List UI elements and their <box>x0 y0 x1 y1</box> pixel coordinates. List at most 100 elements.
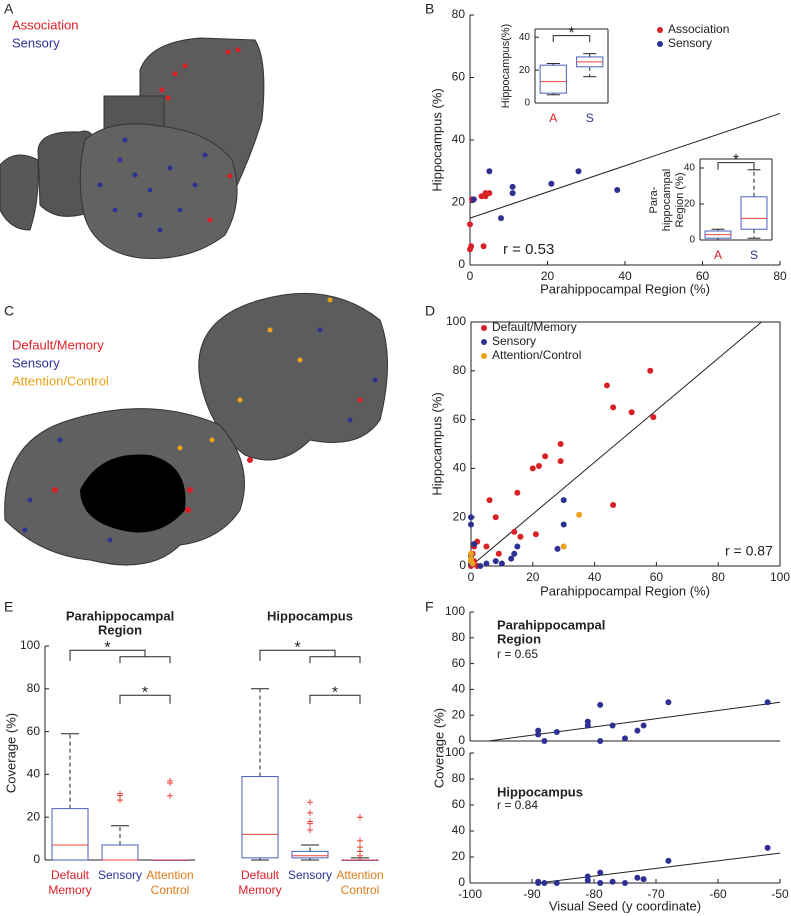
y-tick-label: 40 <box>684 163 696 174</box>
point <box>548 180 555 187</box>
chart-title: Hippocampus <box>267 608 353 623</box>
point <box>535 731 542 738</box>
fit-line <box>470 321 762 567</box>
outlier <box>307 809 313 816</box>
point <box>665 857 672 864</box>
x-tick-label: Control <box>151 883 190 897</box>
point <box>483 560 490 567</box>
significance-marker: * <box>568 25 574 42</box>
point <box>482 193 489 200</box>
panel-label: E <box>4 599 13 615</box>
point <box>640 722 647 729</box>
y-tick-label: 60 <box>452 70 466 84</box>
significance-marker: * <box>733 152 739 169</box>
point <box>486 168 493 175</box>
point <box>560 521 567 528</box>
annotation: r = 0.84 <box>497 798 538 812</box>
y-tick-label: 0 <box>458 733 465 747</box>
point <box>495 550 502 557</box>
x-tick-label: Memory <box>48 883 91 897</box>
legend-swatch <box>657 27 663 33</box>
x-tick-label: Attention <box>336 868 383 882</box>
point <box>764 844 771 851</box>
significance-bracket <box>309 656 361 664</box>
x-tick-label: Default <box>241 868 280 882</box>
significance-bracket <box>119 656 171 664</box>
chart-title: Parahippocampal <box>497 617 605 632</box>
point <box>634 727 641 734</box>
annotation: r = 0.53 <box>503 241 554 258</box>
point <box>560 543 567 550</box>
point <box>498 215 504 222</box>
point <box>509 183 516 190</box>
x-tick-label: S <box>586 111 594 125</box>
point <box>553 880 560 886</box>
significance-marker: * <box>142 684 148 701</box>
y-tick-label: 0 <box>458 257 465 271</box>
x-tick-label: 40 <box>588 570 602 584</box>
legend-swatch <box>657 41 663 47</box>
significance-bracket <box>309 694 361 704</box>
y-tick-label: 100 <box>445 745 465 759</box>
y-tick-label: 60 <box>452 797 466 811</box>
significance-marker: * <box>332 684 338 701</box>
point <box>470 196 477 203</box>
x-tick-label: Memory <box>238 883 281 897</box>
y-tick-label: 40 <box>453 461 467 475</box>
y-tick-label: 40 <box>452 823 466 837</box>
y-tick-label: 20 <box>452 195 466 209</box>
x-tick-label: Attention <box>146 868 193 882</box>
x-tick-label: 0 <box>468 570 475 584</box>
x-tick-label: 20 <box>541 269 555 283</box>
x-tick-label: 60 <box>650 570 664 584</box>
panel-label: D <box>425 303 435 319</box>
chart-title: Region <box>497 631 541 646</box>
legend-label: Sensory <box>668 36 712 50</box>
y-tick-label: 40 <box>452 682 466 696</box>
point <box>468 521 474 528</box>
point <box>603 382 610 389</box>
chart-title: Region <box>98 622 142 637</box>
point <box>557 441 564 447</box>
point <box>468 514 474 521</box>
y-tick-label: 60 <box>27 724 41 738</box>
box <box>241 776 279 859</box>
outlier <box>357 814 363 821</box>
annotation: r = 0.65 <box>497 647 538 661</box>
x-tick-label: 40 <box>618 269 632 283</box>
y-tick-label: 40 <box>452 132 466 146</box>
y-tick-label: 100 <box>20 638 40 652</box>
x-axis-label: Parahippocampal Region (%) <box>540 583 710 598</box>
y-axis-label: Region (%) <box>674 172 686 227</box>
point <box>483 543 490 550</box>
y-tick-label: 100 <box>445 604 465 618</box>
point <box>609 878 616 885</box>
point <box>575 168 582 175</box>
significance-marker: * <box>104 639 110 656</box>
y-tick-label: 20 <box>684 199 696 210</box>
x-tick-label: Default <box>51 868 90 882</box>
y-tick-label: 80 <box>452 771 466 785</box>
x-tick-label: -50 <box>771 887 789 901</box>
point <box>764 699 771 706</box>
significance-marker: * <box>294 639 300 656</box>
x-tick-label: -100 <box>458 887 482 901</box>
point <box>597 869 604 876</box>
outlier <box>167 792 173 799</box>
point <box>614 187 621 193</box>
point <box>535 462 542 469</box>
y-tick-label: 40 <box>27 767 41 781</box>
outlier <box>307 799 313 806</box>
point <box>584 722 591 729</box>
point <box>628 409 635 416</box>
box <box>101 844 139 861</box>
x-tick-label: -60 <box>709 887 727 901</box>
legend-swatch <box>481 339 487 345</box>
significance-bracket <box>259 649 336 661</box>
y-tick-label: 80 <box>27 681 41 695</box>
box <box>51 808 89 861</box>
point <box>492 558 499 565</box>
y-tick-label: 20 <box>27 809 41 823</box>
y-tick-label: 60 <box>453 412 467 426</box>
y-tick-label: 40 <box>519 32 531 43</box>
